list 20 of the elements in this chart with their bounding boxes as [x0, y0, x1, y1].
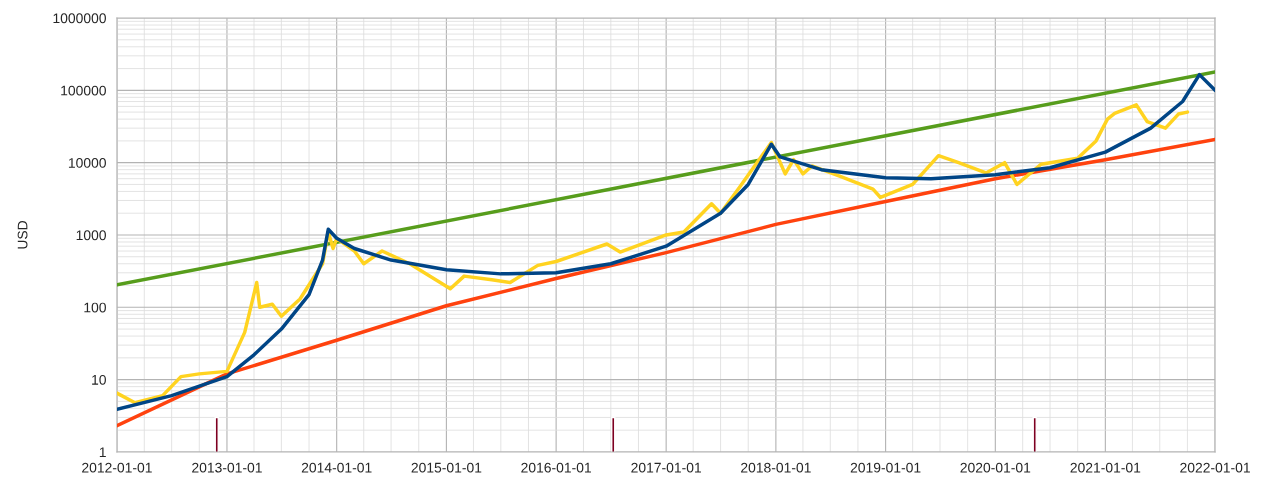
- x-tick-label: 2016-01-01: [521, 462, 591, 473]
- x-tick-label: 2021-01-01: [1070, 462, 1141, 473]
- x-tick-label: 2022-01-01: [1180, 462, 1250, 473]
- x-tick-label: 2017-01-01: [631, 462, 701, 473]
- x-tick-label: 2019-01-01: [850, 462, 921, 473]
- x-tick-label: 2013-01-01: [192, 462, 262, 473]
- x-tick-label: 2015-01-01: [411, 462, 482, 473]
- y-tick-label: 1: [99, 447, 106, 457]
- y-axis-title: USD: [17, 220, 28, 249]
- y-tick-label: 1000: [76, 230, 106, 241]
- line-series: [116, 137, 1216, 428]
- y-tick-label: 10: [92, 374, 106, 385]
- x-tick-label: 2020-01-01: [960, 462, 1031, 473]
- y-tick-label: 100000: [61, 85, 106, 96]
- x-tick-label: 2018-01-01: [741, 462, 811, 473]
- y-tick-label: 100: [84, 302, 106, 313]
- x-tick-label: 2014-01-01: [301, 462, 372, 473]
- y-tick-label: 1000000: [53, 13, 106, 24]
- x-tick-label: 2012-01-01: [82, 462, 152, 473]
- y-tick-label: 10000: [68, 157, 106, 168]
